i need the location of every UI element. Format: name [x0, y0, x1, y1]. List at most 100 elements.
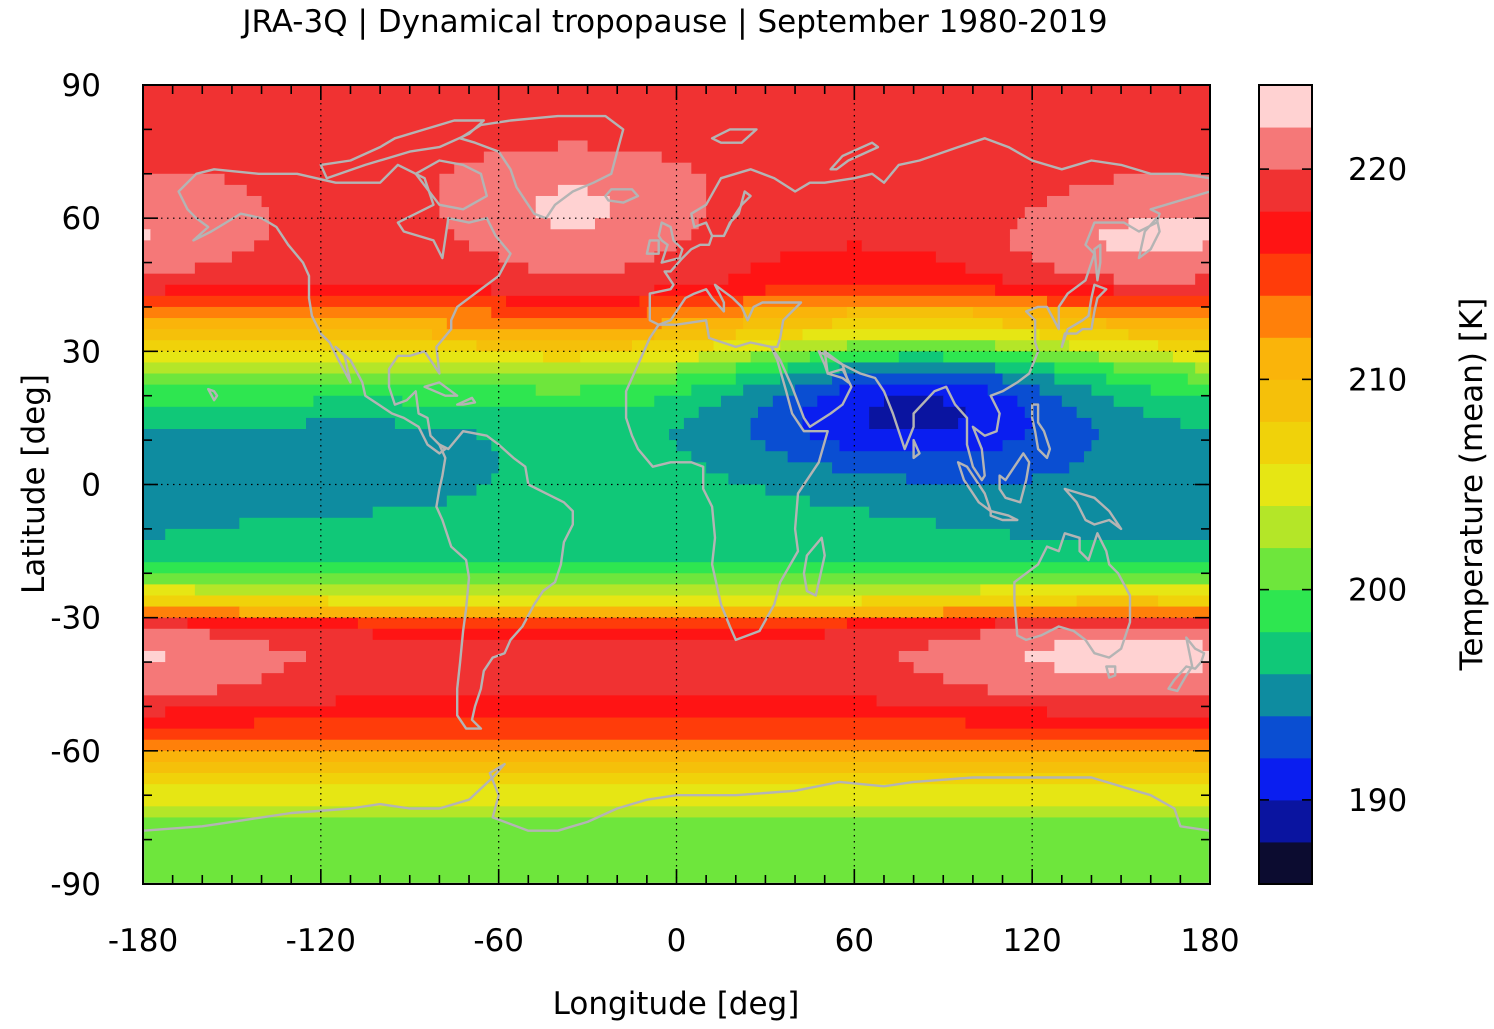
coastline-new-guinea: [1063, 487, 1123, 531]
field-cell-227: [476, 484, 767, 497]
field-cell-66: [498, 251, 655, 264]
coastline-baffin: [414, 159, 488, 211]
colorbar-level-10: [1259, 421, 1312, 464]
coastline-novaya-zemlya: [829, 141, 880, 171]
colorbar-level-9: [1259, 463, 1312, 507]
y-tick-label-4: -30: [50, 601, 101, 637]
field-cell-81: [1113, 273, 1196, 286]
field-cell-269: [1054, 639, 1204, 652]
field-cell-176: [1113, 395, 1210, 408]
field-cell-132: [943, 351, 1033, 364]
colorbar-level-13: [1259, 295, 1312, 338]
field-cell-118: [632, 340, 715, 352]
field-cell-236: [239, 517, 937, 530]
field-cell-76: [965, 262, 1055, 275]
colorbar-tick-label-1: 200: [1348, 573, 1407, 609]
field-cell-218: [706, 462, 833, 475]
axis-ticks: [142, 84, 1211, 885]
field-cell-166: [313, 395, 403, 408]
field-cell-174: [1017, 395, 1063, 408]
field-cell-93: [743, 295, 1048, 308]
field-cell-91: [506, 295, 641, 308]
field-cell-35: [439, 207, 537, 219]
y-tick-label-1: 60: [62, 201, 101, 237]
coastline-ireland: [645, 239, 660, 255]
field-cell-149: [832, 373, 1004, 386]
field-cell-16: [439, 173, 707, 186]
field-cell-152: [1106, 373, 1189, 386]
field-cell-187: [306, 417, 396, 430]
field-cell-167: [402, 395, 655, 408]
field-cell-251: [1076, 595, 1159, 608]
field-cell-171: [817, 395, 885, 408]
field-cell-6: [557, 140, 589, 153]
field-cell-52: [691, 229, 1011, 241]
x-axis-label: Longitude [deg]: [553, 986, 800, 1022]
field-cell-305: [143, 828, 1210, 841]
colorbar-level-16: [1259, 169, 1312, 212]
field-cell-273: [306, 650, 900, 663]
field-cell-308: [143, 861, 1210, 874]
colorbar-tick-label-0: 190: [1348, 783, 1407, 819]
field-cell-136: [143, 362, 678, 375]
field-cell-3: [143, 118, 1210, 130]
field-cell-255: [943, 606, 1210, 619]
colorbar-level-5: [1259, 631, 1312, 675]
colorbar-level-6: [1259, 589, 1312, 633]
colorbar-level-15: [1259, 211, 1312, 254]
field-cell-253: [143, 606, 240, 619]
coastline-arabia-gulf: [817, 350, 850, 384]
colorbar-level-8: [1259, 505, 1312, 549]
field-cell-295: [965, 717, 1210, 730]
field-cell-45: [698, 218, 1018, 230]
field-cell-280: [1202, 662, 1210, 674]
field-cell-130: [809, 351, 900, 364]
field-cell-120: [780, 340, 848, 352]
field-cell-196: [1180, 417, 1210, 430]
coastline-new-zealand: [1167, 636, 1206, 693]
field-cell-288: [335, 695, 878, 708]
field-cell-271: [143, 650, 166, 663]
y-tick-label-3: 0: [81, 468, 101, 504]
coastline-japan: [1060, 283, 1108, 349]
field-cell-36: [535, 207, 611, 219]
field-cell-69: [935, 251, 1033, 264]
coastline-philippines: [1030, 403, 1052, 460]
field-cell-287: [143, 695, 337, 708]
field-cell-2: [143, 107, 1210, 119]
field-cell-272: [165, 650, 307, 663]
field-cell-145: [143, 373, 678, 386]
field-cell-59: [846, 240, 863, 253]
field-cell-144: [1195, 362, 1210, 375]
field-cell-157: [691, 384, 744, 397]
field-cell-21: [439, 184, 559, 197]
field-cell-123: [1069, 340, 1159, 352]
field-cell-8: [143, 151, 485, 164]
field-cell-259: [846, 617, 996, 630]
field-cell-72: [194, 262, 529, 275]
field-cell-100: [972, 306, 1093, 319]
field-cell-307: [143, 850, 1210, 863]
x-tick-label-2: -60: [473, 923, 524, 959]
field-cell-154: [143, 384, 537, 397]
field-cell-282: [261, 673, 944, 685]
field-cell-257: [187, 617, 359, 630]
field-cell-153: [1187, 373, 1210, 386]
field-cell-88: [995, 284, 1115, 297]
field-cell-277: [283, 662, 915, 674]
field-cell-51: [454, 229, 692, 241]
field-cell-61: [1009, 240, 1107, 253]
colorbar-level-3: [1259, 715, 1312, 759]
field-cell-193: [958, 417, 1033, 430]
field-cell-245: [143, 584, 196, 597]
grid: [143, 85, 1210, 884]
field-cell-86: [654, 284, 767, 297]
field-cell-5: [143, 140, 559, 153]
colorbar-level-18: [1259, 85, 1312, 128]
field-cell-267: [268, 639, 930, 652]
field-cell-169: [720, 395, 774, 408]
field-cell-94: [1046, 295, 1210, 308]
field-cell-231: [809, 495, 1210, 508]
colorbar-level-12: [1259, 337, 1312, 380]
field-cell-63: [1202, 240, 1210, 253]
